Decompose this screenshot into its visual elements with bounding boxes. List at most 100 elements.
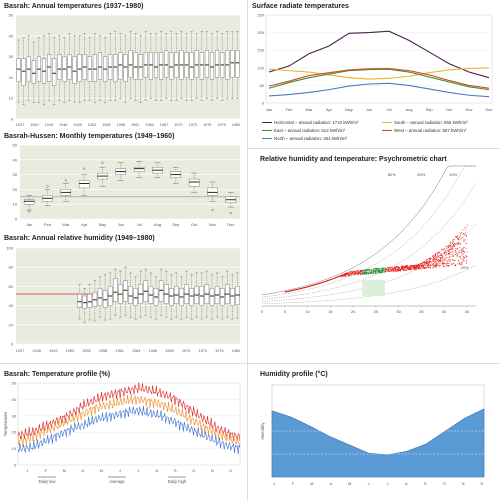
scatter-point [376, 272, 378, 274]
scatter-point [444, 251, 445, 253]
scatter-point [421, 265, 422, 267]
outlier [46, 185, 49, 188]
rh-curve [261, 165, 476, 296]
scatter-point [435, 265, 437, 267]
scatter-point [361, 273, 363, 275]
scatter-point [369, 273, 371, 275]
scatter-point [447, 245, 449, 246]
scatter-point [405, 269, 406, 271]
x-tick-label: Jul [137, 222, 142, 227]
y-tick-label: 20 [12, 430, 17, 435]
scatter-point [432, 256, 434, 258]
temp-profile-panel: Basrah: Temperature profile (%) 0 10 20 30 4… [3, 371, 242, 499]
scatter-point [341, 275, 343, 277]
scatter-point [425, 267, 427, 269]
box [169, 31, 174, 101]
scatter-point [319, 282, 321, 284]
scatter-point [379, 270, 381, 272]
scatter-point [351, 271, 353, 273]
series-line [17, 405, 241, 455]
scatter-point [449, 260, 451, 262]
scatter-point [308, 286, 310, 287]
scatter-point [429, 258, 431, 260]
scatter-point [465, 242, 467, 244]
scatter-point [404, 267, 406, 269]
scatter-point [361, 270, 363, 272]
scatter-point [401, 267, 403, 269]
scatter-point [380, 271, 382, 273]
scatter-point [374, 269, 375, 271]
box [113, 268, 118, 316]
box [207, 181, 218, 212]
scatter-point [460, 232, 462, 234]
scatter-point [458, 243, 460, 245]
scatter-point [364, 270, 366, 272]
scatter-point [310, 285, 312, 287]
scatter-point [400, 270, 401, 272]
scatter-point [417, 266, 418, 268]
scatter-point [297, 288, 299, 290]
scatter-point [428, 260, 430, 262]
month-label: N [211, 468, 214, 473]
scatter-point [402, 265, 404, 267]
scatter-point [354, 273, 356, 275]
y-tick-label: 40 [12, 397, 17, 402]
x-tick-label: 30 [396, 309, 401, 314]
x-tick-label: Feb [286, 107, 294, 112]
scatter-point [378, 270, 380, 272]
scatter-point [394, 268, 396, 270]
scatter-point [364, 272, 366, 273]
box [230, 31, 235, 99]
scatter-point [456, 237, 457, 238]
scatter-point [434, 261, 436, 263]
scatter-point [366, 272, 368, 274]
row-divider [0, 363, 500, 364]
y-tick-label: 0 [14, 463, 17, 468]
box [57, 35, 62, 101]
scatter-point [418, 267, 419, 269]
scatter-point [398, 270, 400, 272]
scatter-point [397, 270, 398, 272]
scatter-point [395, 270, 396, 272]
scatter-point [428, 266, 430, 268]
scatter-point [435, 263, 437, 265]
scatter-point [420, 268, 422, 270]
scatter-point [353, 271, 355, 273]
scatter-point [425, 261, 427, 263]
x-tick-label: Oct [191, 222, 198, 227]
scatter-point [462, 249, 464, 251]
box [133, 33, 138, 101]
scatter-point [389, 267, 390, 268]
scatter-point [358, 272, 360, 274]
scatter-point [434, 265, 436, 266]
scatter-point [419, 264, 421, 266]
legend-west: West – annual radiation: 667 kWh/m² [382, 128, 466, 133]
box-body [118, 52, 123, 80]
scatter-point [380, 272, 382, 273]
scatter-point [345, 272, 347, 274]
scatter-point [432, 258, 434, 260]
scatter-point [347, 271, 349, 273]
scatter-point [368, 269, 370, 271]
scatter-point [463, 258, 464, 260]
scatter-point [451, 248, 452, 250]
scatter-point [415, 266, 416, 268]
box-body [128, 286, 133, 304]
legend-east: East – annual radiation: 612 kWh/m² [262, 128, 345, 133]
x-tick-label: Apr [81, 222, 88, 227]
scatter-point [426, 260, 428, 262]
x-tick-label: Jan [266, 107, 272, 112]
x-tick-label: 1946 [59, 123, 67, 127]
scatter-point [394, 267, 395, 268]
x-tick-label: Aug [405, 107, 412, 112]
scatter-point [458, 260, 459, 261]
y-tick-label: 40 [13, 157, 18, 162]
outlier [83, 167, 86, 170]
scatter-point [418, 265, 420, 266]
scatter-point [449, 243, 451, 245]
x-tick-label: Oct [446, 107, 453, 112]
scatter-point [357, 270, 359, 272]
scatter-point [414, 267, 415, 269]
scatter-point [427, 261, 428, 263]
scatter-point [419, 265, 420, 267]
